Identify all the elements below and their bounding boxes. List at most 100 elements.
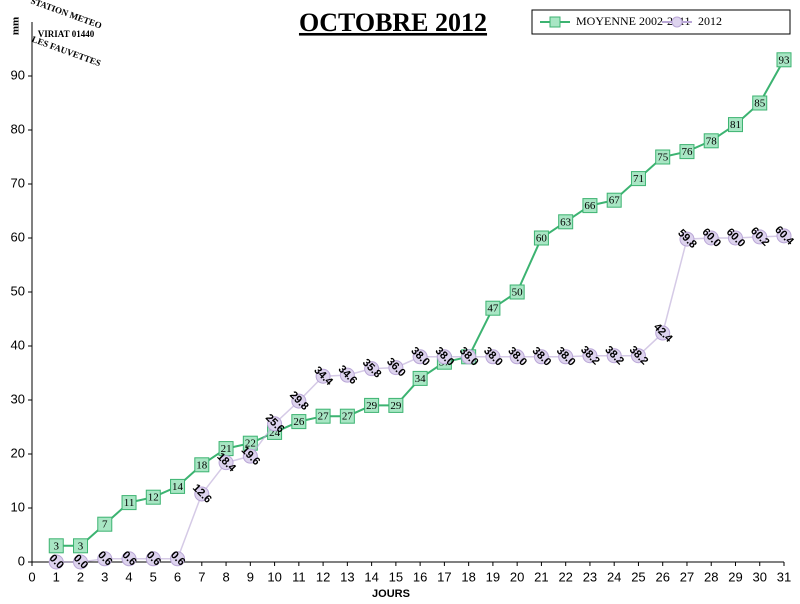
- marker: [73, 538, 89, 554]
- x-tick-label: 14: [364, 569, 378, 584]
- data-label: 63: [560, 216, 572, 228]
- data-label: 38.0: [481, 345, 505, 369]
- legend-marker: [549, 16, 561, 28]
- legend-label: MOYENNE 2002-2011: [576, 14, 691, 28]
- x-tick-label: 24: [607, 569, 621, 584]
- marker: [533, 349, 549, 365]
- data-label: 47: [487, 303, 499, 315]
- marker: [121, 495, 137, 511]
- marker: [582, 348, 598, 364]
- data-label: 38.0: [530, 345, 554, 369]
- data-label: 60.4: [772, 224, 796, 248]
- data-label: 0.6: [168, 549, 187, 568]
- data-label: 11: [124, 497, 135, 509]
- marker: [412, 349, 428, 365]
- marker: [630, 171, 646, 187]
- data-label: 60: [536, 233, 548, 245]
- x-tick-label: 20: [510, 569, 524, 584]
- x-tick-label: 8: [222, 569, 229, 584]
- marker: [485, 300, 501, 316]
- data-label: 26: [293, 416, 305, 428]
- x-tick-label: 18: [461, 569, 475, 584]
- marker: [436, 349, 452, 365]
- marker: [170, 478, 186, 494]
- marker: [73, 554, 89, 570]
- x-tick-label: 23: [583, 569, 597, 584]
- data-label: 81: [730, 119, 741, 131]
- y-tick-label: 0: [18, 553, 25, 568]
- marker: [582, 198, 598, 214]
- marker: [461, 349, 477, 365]
- data-label: 38.0: [554, 345, 578, 369]
- data-label: 59.8: [675, 227, 699, 251]
- y-tick-label: 90: [11, 67, 25, 82]
- marker: [48, 538, 64, 554]
- data-label: 22: [245, 438, 256, 450]
- x-tick-label: 27: [680, 569, 694, 584]
- marker: [194, 457, 210, 473]
- marker: [339, 408, 355, 424]
- marker: [388, 397, 404, 413]
- series-line: [56, 235, 785, 563]
- data-label: 38.0: [457, 345, 481, 369]
- data-label: 27: [342, 411, 354, 423]
- y-tick-label: 10: [11, 499, 25, 514]
- data-label: 0.6: [119, 549, 138, 568]
- x-tick-label: 11: [292, 569, 306, 584]
- x-axis-label: JOURS: [372, 588, 410, 600]
- marker: [533, 230, 549, 246]
- x-tick-label: 19: [486, 569, 500, 584]
- data-label: 21: [221, 443, 232, 455]
- marker: [776, 228, 792, 244]
- data-label: 18: [196, 459, 208, 471]
- data-label: 93: [779, 54, 791, 66]
- data-label: 19.6: [239, 444, 263, 468]
- x-tick-label: 31: [777, 569, 791, 584]
- data-label: 29: [366, 400, 378, 412]
- x-tick-label: 2: [77, 569, 84, 584]
- marker: [315, 408, 331, 424]
- data-label: 0.0: [47, 552, 66, 571]
- x-tick-label: 3: [101, 569, 108, 584]
- marker: [727, 230, 743, 246]
- x-tick-label: 13: [340, 569, 354, 584]
- marker: [412, 370, 428, 386]
- marker: [727, 117, 743, 133]
- marker: [679, 144, 695, 160]
- data-label: 24: [269, 427, 281, 439]
- x-tick-label: 10: [267, 569, 281, 584]
- chart-title: OCTOBRE 2012: [299, 8, 487, 37]
- marker: [558, 214, 574, 230]
- y-tick-label: 30: [11, 391, 25, 406]
- y-tick-label: 20: [11, 445, 25, 460]
- data-label: 18.4: [214, 451, 238, 475]
- x-tick-label: 29: [728, 569, 742, 584]
- x-tick-label: 22: [558, 569, 572, 584]
- x-tick-label: 21: [534, 569, 548, 584]
- data-label: 3: [54, 540, 60, 552]
- y-tick-label: 50: [11, 283, 25, 298]
- data-label: 35.8: [360, 357, 384, 381]
- data-label: 38.0: [505, 345, 529, 369]
- logo-line: VIRIAT 01440: [38, 29, 95, 39]
- logo-line: LES FAUVETTES: [30, 34, 102, 68]
- marker: [703, 133, 719, 149]
- data-label: 14: [172, 481, 184, 493]
- data-label: 67: [609, 195, 621, 207]
- marker: [606, 192, 622, 208]
- data-label: 60.2: [748, 225, 772, 249]
- y-tick-label: 60: [11, 229, 25, 244]
- data-label: 60.0: [724, 226, 748, 250]
- marker: [291, 414, 307, 430]
- data-label: 38.2: [578, 344, 602, 368]
- x-tick-label: 1: [53, 569, 60, 584]
- marker: [703, 230, 719, 246]
- data-label: 38.2: [602, 344, 626, 368]
- marker: [485, 349, 501, 365]
- data-label: 3: [78, 540, 84, 552]
- data-label: 36.0: [384, 356, 408, 380]
- x-tick-label: 0: [28, 569, 35, 584]
- data-label: 38.0: [408, 345, 432, 369]
- y-tick-label: 70: [11, 175, 25, 190]
- data-label: 85: [754, 98, 766, 110]
